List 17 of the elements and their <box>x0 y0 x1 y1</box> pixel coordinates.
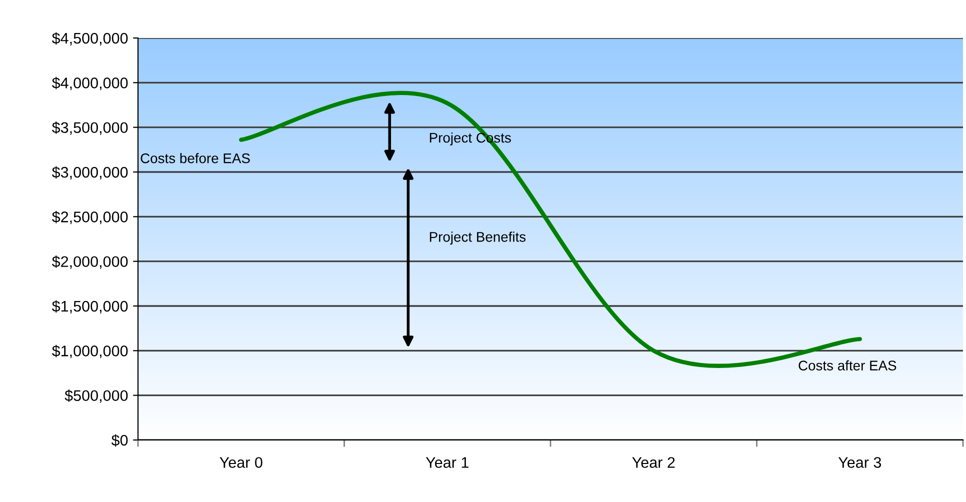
annotation: Project Benefits <box>430 232 526 245</box>
y-tick-label: $2,500,000 <box>52 210 128 224</box>
y-tick-label: $1,500,000 <box>52 300 128 314</box>
annotation: Costs before EAS <box>140 153 250 164</box>
x-tick-label: Year 0 <box>220 457 262 468</box>
y-tick-label: $2,000,000 <box>52 256 128 269</box>
y-tick-label: $0 <box>111 434 128 447</box>
y-tick-label: $1,000,000 <box>52 344 128 358</box>
y-tick-label: $500,000 <box>64 390 128 403</box>
x-tick-label: Year 2 <box>632 457 675 468</box>
x-tick-label: Year 3 <box>838 457 882 468</box>
y-tick-label: $4,000,000 <box>52 76 128 90</box>
y-tick-label: $4,500,000 <box>52 32 128 46</box>
y-tick-label: $3,000,000 <box>52 166 128 180</box>
x-tick-label: Year 1 <box>426 457 468 468</box>
annotation: Costs after EAS <box>798 360 896 370</box>
y-tick-label: $3,500,000 <box>52 122 128 135</box>
